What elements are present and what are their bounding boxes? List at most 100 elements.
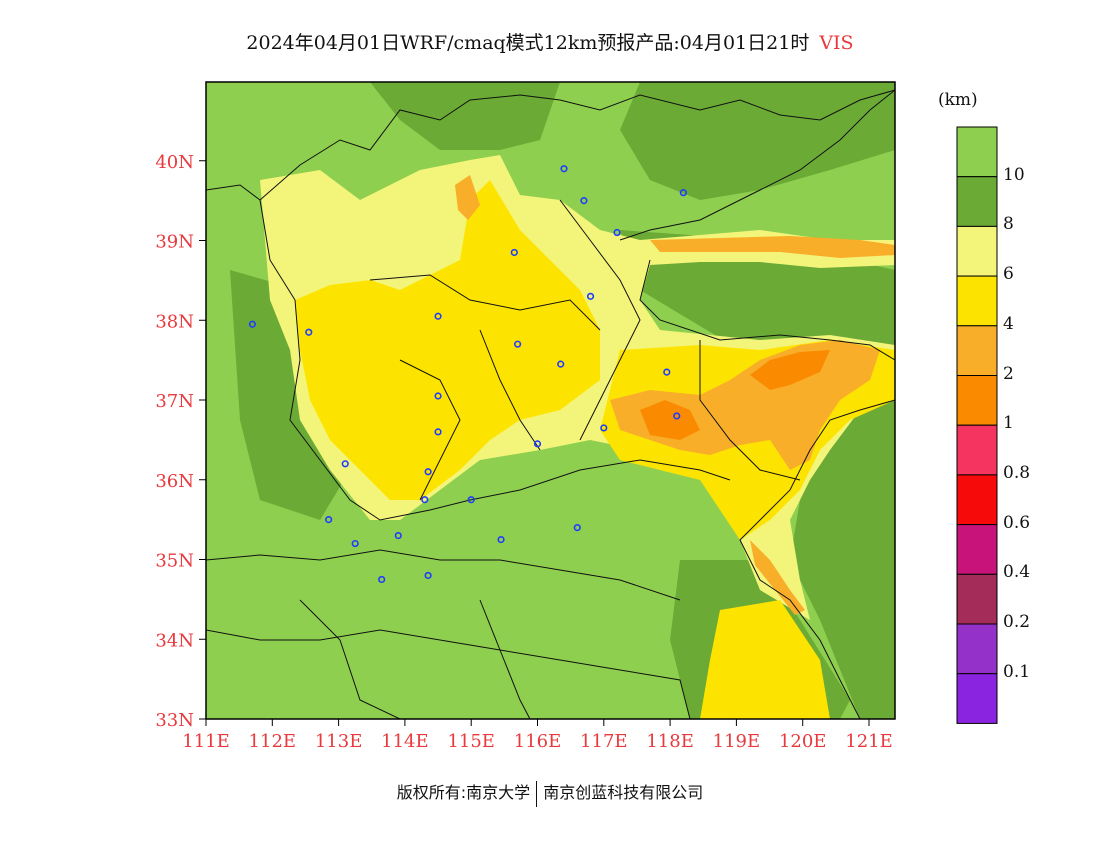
city-marker — [663, 368, 671, 376]
title-main: 2024年04月01日WRF/cmaq模式12km预报产品:04月01日21时 — [246, 32, 810, 54]
field-2km-band — [650, 236, 895, 258]
city-marker — [325, 516, 333, 524]
colorbar — [956, 126, 998, 724]
city-marker — [421, 496, 429, 504]
boundary-11 — [299, 599, 401, 719]
boundary-12 — [479, 599, 531, 719]
colorbar-swatch — [956, 225, 998, 277]
colorbar-swatch — [956, 524, 998, 575]
lon-tick-label: 116E — [514, 731, 562, 752]
field-8km-north — [370, 82, 560, 150]
colorbar-swatch — [956, 424, 998, 476]
colorbar-label: 0.1 — [1003, 661, 1031, 682]
lon-tick-label: 117E — [580, 731, 628, 752]
city-marker — [573, 523, 581, 532]
colorbar-label: 8 — [1003, 214, 1014, 235]
city-marker — [351, 539, 359, 548]
colorbar-swatch — [956, 375, 998, 426]
field-8km-west — [230, 270, 350, 520]
field-1km-core2 — [640, 400, 700, 440]
city-marker — [497, 535, 505, 544]
footer-separator — [536, 780, 538, 807]
coastline — [619, 89, 895, 719]
colorbar-swatch — [956, 623, 998, 675]
map-axes: 33N 34N 35N 36N 37N 38N 39N 40N 111E 112E 113E 114E… — [155, 152, 892, 752]
colorbar-swatch — [956, 275, 998, 327]
colorbar-swatch — [956, 325, 998, 376]
lat-tick-label: 39N — [155, 232, 194, 253]
lat-tick-label: 38N — [155, 311, 194, 332]
lat-tick-label: 36N — [155, 471, 194, 492]
boundary-10 — [699, 340, 801, 481]
colorbar-label: 1 — [1003, 413, 1014, 434]
boundary-1 — [206, 89, 895, 201]
city-marker — [341, 460, 349, 468]
footer-left: 版权所有:南京大学 — [396, 783, 531, 802]
field-2km-north — [455, 175, 480, 220]
colorbar-label: 2 — [1003, 363, 1014, 384]
lat-tick-label: 40N — [155, 152, 194, 173]
city-marker — [305, 328, 313, 336]
lat-tick-label: 34N — [155, 630, 194, 651]
map-title: 2024年04月01日WRF/cmaq模式12km预报产品:04月01日21时 V… — [0, 28, 1100, 55]
map-field — [206, 82, 895, 719]
colorbar-swatch — [956, 474, 998, 526]
field-4km-west — [295, 180, 600, 500]
lon-tick-label: 119E — [713, 731, 761, 752]
city-marker — [580, 197, 588, 205]
city-marker — [586, 292, 595, 300]
city-marker — [378, 575, 386, 584]
city-marker — [557, 360, 565, 368]
city-marker — [533, 440, 542, 448]
lon-tick-label: 113E — [315, 731, 363, 752]
lat-tick-label: 33N — [155, 710, 194, 731]
colorbar-swatch — [956, 573, 998, 625]
city-marker — [434, 428, 442, 436]
footer-right: 南京创蓝科技有限公司 — [543, 783, 704, 802]
boundary-7 — [479, 329, 541, 451]
colorbar-label: 6 — [1003, 264, 1014, 285]
city-marker — [248, 320, 257, 328]
lat-tick-label: 37N — [155, 391, 194, 412]
lon-tick-label: 120E — [779, 731, 827, 752]
lon-tick-label: 118E — [646, 731, 694, 752]
boundary-5 — [206, 549, 681, 601]
colorbar-swatch — [956, 673, 998, 724]
city-markers — [248, 165, 687, 584]
colorbar-unit: (km) — [938, 90, 978, 110]
colorbar-label: 4 — [1003, 313, 1014, 334]
field-2km-coast — [750, 540, 805, 615]
lon-tick-label: 112E — [249, 731, 297, 752]
city-marker — [424, 468, 432, 476]
boundaries — [206, 89, 895, 719]
city-marker — [679, 189, 687, 197]
city-marker — [600, 424, 608, 432]
field-4km-south — [700, 600, 830, 719]
boundary-3 — [369, 274, 601, 331]
city-marker — [434, 392, 442, 400]
boundary-2 — [259, 199, 381, 521]
field-8km-yellow-sea — [790, 400, 895, 719]
colorbar-label: 0.4 — [1003, 562, 1031, 583]
field-8km-ne — [620, 82, 895, 200]
colorbar-label: 0.6 — [1003, 512, 1031, 533]
lon-tick-label: 115E — [447, 731, 495, 752]
colorbar-swatch — [956, 176, 998, 227]
city-marker — [514, 340, 522, 348]
boundary-9 — [399, 359, 461, 501]
colorbar-label: 0.8 — [1003, 462, 1031, 483]
colorbar-swatch — [956, 126, 998, 178]
colorbar-label: 0.2 — [1003, 612, 1031, 632]
boundary-6 — [206, 629, 691, 719]
copyright-footer: 版权所有:南京大学 南京创蓝科技有限公司 — [0, 779, 1100, 807]
title-variable: VIS — [819, 32, 854, 54]
lat-tick-label: 35N — [155, 551, 194, 572]
city-marker — [467, 496, 475, 504]
lon-tick-label: 111E — [182, 731, 230, 752]
city-marker — [560, 165, 568, 173]
boundary-4 — [379, 459, 731, 521]
city-marker — [424, 571, 432, 580]
city-marker — [613, 228, 621, 237]
city-marker — [394, 531, 402, 540]
